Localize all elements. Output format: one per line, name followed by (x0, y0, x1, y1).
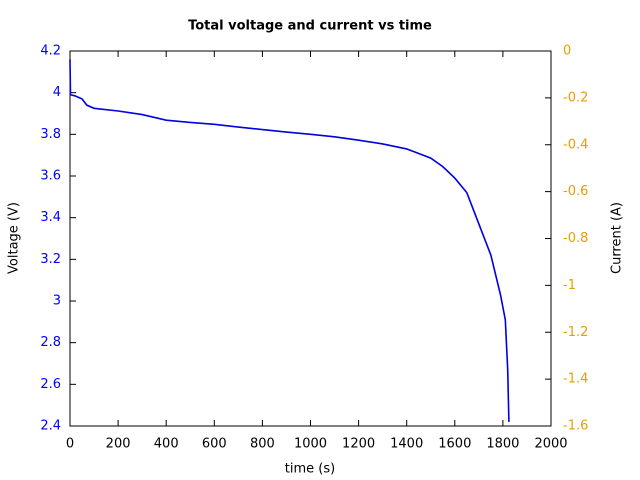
x-tick-label: 1400 (390, 437, 423, 452)
y-tick-label: 3 (53, 294, 61, 309)
x-tick-label: 1800 (486, 437, 519, 452)
y2-tick-label: 0 (563, 44, 571, 59)
y2-tick-label: -1 (563, 278, 576, 293)
plot-frame (69, 50, 552, 427)
y2-tick-label: -0.2 (563, 90, 588, 105)
y-tick-label: 2.8 (40, 335, 61, 350)
y-axis-label: Voltage (V) (7, 202, 22, 274)
y-tick-label: 3.8 (40, 127, 61, 142)
x-tick-label: 0 (66, 437, 74, 452)
y2-tick-label: -1.2 (563, 325, 588, 340)
x-tick-label: 800 (250, 437, 275, 452)
x-tick-label: 1000 (294, 437, 327, 452)
y-tick-label: 3.6 (40, 169, 61, 184)
x-tick-label: 2000 (534, 437, 567, 452)
y2-axis-label: Current (A) (610, 202, 625, 274)
y-tick-label: 4 (53, 85, 61, 100)
x-tick-label: 400 (154, 437, 179, 452)
line-series (69, 59, 510, 422)
y2-tick-label: -0.8 (563, 231, 588, 246)
y-tick-label: 4.2 (40, 44, 61, 59)
x-axis-label: time (s) (285, 462, 335, 477)
y2-tick-label: -0.6 (563, 184, 588, 199)
chart-title: Total voltage and current vs time (188, 19, 432, 34)
y-tick-label: 2.6 (40, 377, 61, 392)
y-tick-label: 3.2 (40, 252, 61, 267)
x-tick-label: 200 (106, 437, 131, 452)
x-tick-label: 600 (202, 437, 227, 452)
y2-tick-label: -1.4 (563, 372, 588, 387)
x-tick-label: 1600 (438, 437, 471, 452)
y2-tick-label: -1.6 (563, 419, 588, 434)
y2-tick-label: -0.4 (563, 137, 588, 152)
y-tick-label: 3.4 (40, 210, 61, 225)
x-tick-label: 1200 (342, 437, 375, 452)
y-tick-label: 2.4 (40, 419, 61, 434)
